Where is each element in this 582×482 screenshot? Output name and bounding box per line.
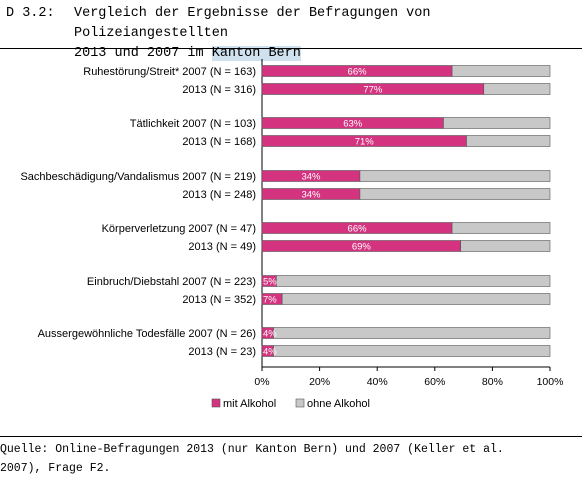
category-label: Körperverletzung 2007 (N = 47)	[102, 223, 256, 235]
title-line-2: 2013 und 2007 im Kanton Bern	[74, 44, 301, 64]
bar-ohne-alkohol	[451, 65, 551, 77]
title-line-2-text: 2013 und 2007 im	[74, 46, 212, 61]
category-label: Aussergewöhnliche Todesfälle 2007 (N = 2…	[38, 328, 256, 340]
x-tick-label: 20%	[309, 376, 330, 388]
category-label: Tätlichkeit 2007 (N = 103)	[130, 118, 256, 130]
bar-ohne-alkohol	[281, 293, 551, 305]
bar-ohne-alkohol	[483, 83, 551, 95]
source-note: Quelle: Online-Befragungen 2013 (nur Kan…	[0, 440, 578, 478]
data-label: 77%	[363, 85, 383, 96]
category-label: 2013 (N = 23)	[188, 346, 256, 358]
data-label: 4%	[263, 347, 277, 358]
data-label: 34%	[301, 190, 321, 201]
data-label: 63%	[343, 119, 363, 130]
category-label: 2013 (N = 168)	[182, 136, 256, 148]
source-line-1: Quelle: Online-Befragungen 2013 (nur Kan…	[0, 443, 504, 456]
bar-ohne-alkohol	[273, 345, 551, 357]
legend-swatch-mit	[211, 398, 221, 408]
x-tick-label: 80%	[482, 376, 503, 388]
bottom-rule	[0, 436, 582, 437]
data-label: 69%	[352, 242, 372, 253]
data-label: 7%	[263, 295, 277, 306]
category-label: Sachbeschädigung/Vandalismus 2007 (N = 2…	[20, 171, 256, 183]
data-label: 71%	[355, 137, 375, 148]
figure-number: D 3.2:	[6, 6, 55, 21]
legend-label-mit: mit Alkohol	[223, 398, 276, 410]
data-label: 5%	[263, 277, 277, 288]
bar-ohne-alkohol	[460, 240, 551, 252]
category-label: 2013 (N = 248)	[182, 189, 256, 201]
data-label: 4%	[263, 329, 277, 340]
source-line-2: 2007), Frage F2.	[0, 462, 111, 475]
bar-ohne-alkohol	[466, 135, 551, 147]
bar-ohne-alkohol	[359, 188, 551, 200]
top-rule	[0, 48, 582, 49]
bar-ohne-alkohol	[443, 117, 551, 129]
x-tick-label: 0%	[254, 376, 269, 388]
x-tick-label: 100%	[537, 376, 564, 388]
category-label: Ruhestörung/Streit* 2007 (N = 163)	[83, 66, 256, 78]
bar-ohne-alkohol	[273, 327, 551, 339]
title-highlight[interactable]: Kanton Bern	[211, 46, 301, 61]
bar-ohne-alkohol	[451, 222, 551, 234]
legend-swatch-ohne	[295, 398, 305, 408]
x-tick-label: 60%	[424, 376, 445, 388]
data-label: 66%	[348, 67, 368, 78]
data-label: 34%	[301, 172, 321, 183]
figure-title: D 3.2: Vergleich der Ergebnisse der Befr…	[6, 4, 578, 64]
x-tick-label: 40%	[367, 376, 388, 388]
category-label: 2013 (N = 316)	[182, 84, 256, 96]
category-label: Einbruch/Diebstahl 2007 (N = 223)	[87, 276, 256, 288]
category-label: 2013 (N = 352)	[182, 294, 256, 306]
legend-label-ohne: ohne Alkohol	[307, 398, 370, 410]
title-line-1: Vergleich der Ergebnisse der Befragungen…	[74, 6, 431, 41]
bar-ohne-alkohol	[359, 170, 551, 182]
data-label: 66%	[348, 224, 368, 235]
bar-ohne-alkohol	[276, 275, 551, 287]
stacked-bar-chart: 0% 20% 40% 60% 80% 100% Ruhestörung/Streit* 20…	[20, 59, 564, 410]
category-label: 2013 (N = 49)	[188, 241, 256, 253]
